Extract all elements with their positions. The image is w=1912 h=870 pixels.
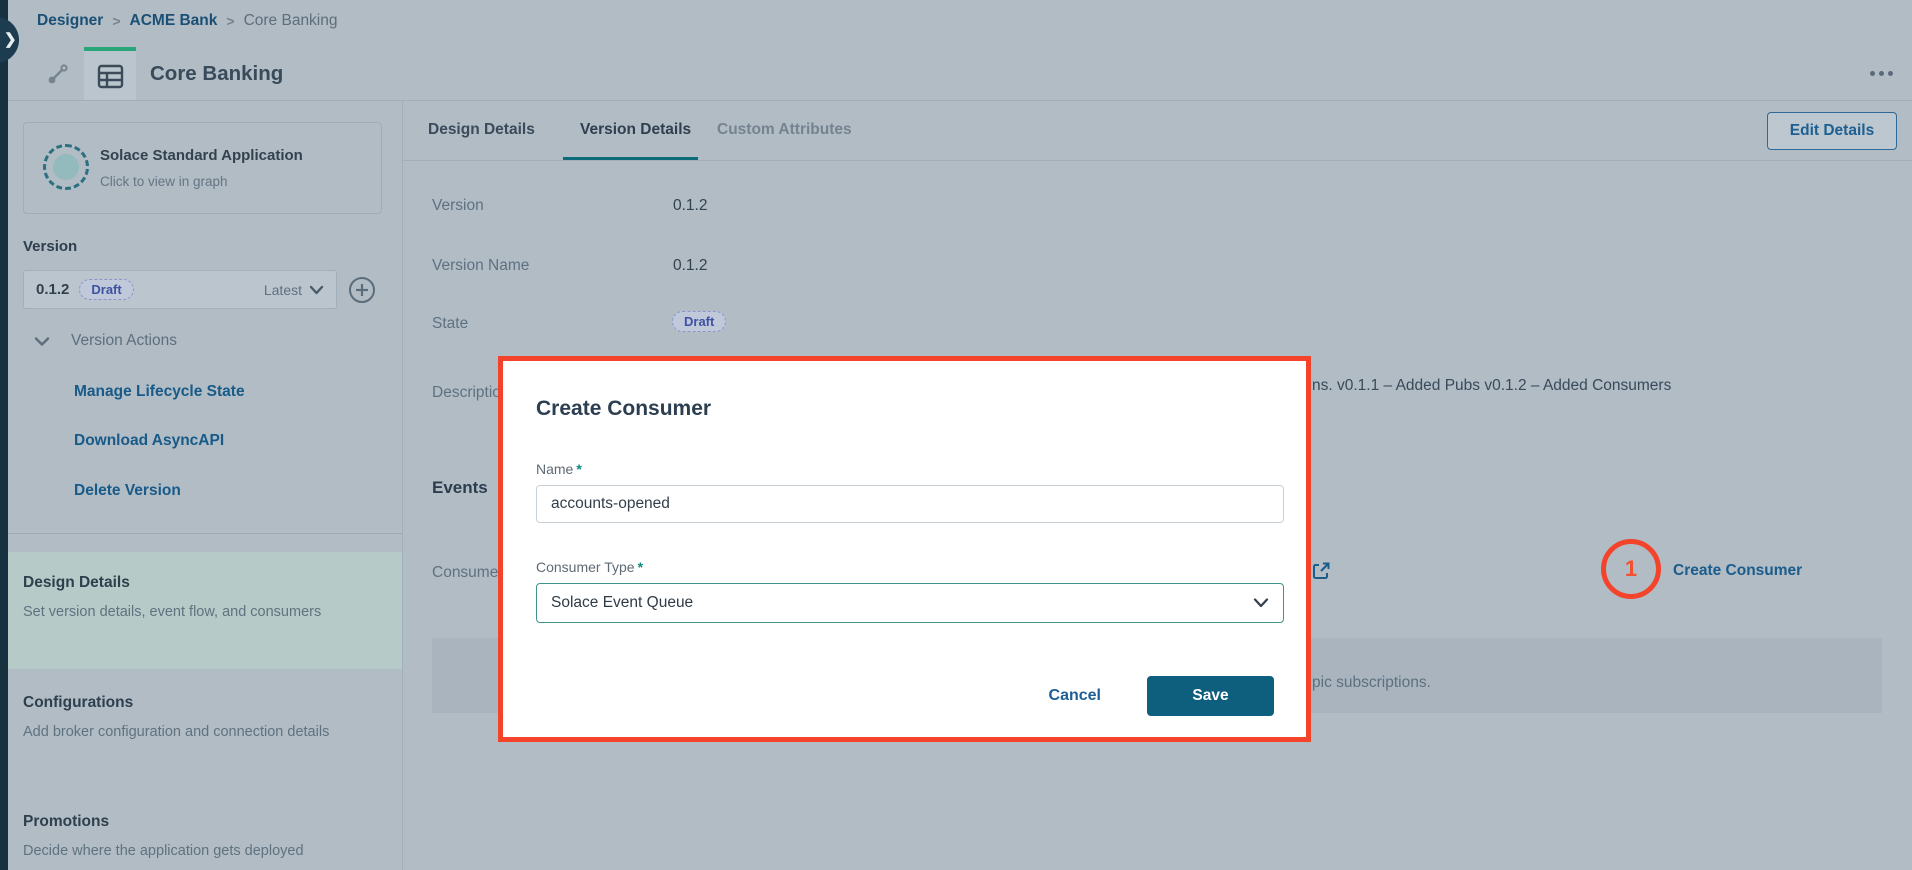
annotation-step-number: 1	[1624, 556, 1638, 581]
section-title: Promotions	[23, 813, 110, 830]
description-field-value-fragment: ns. v0.1.1 – Added Pubs v0.1.2 – Added C…	[1312, 377, 1672, 394]
breadcrumb-separator: >	[112, 13, 121, 29]
latest-tag: Latest	[263, 281, 302, 298]
consumers-label: Consumers	[432, 564, 512, 581]
draft-badge: Draft	[79, 279, 134, 300]
external-link-icon[interactable]	[1312, 561, 1332, 581]
section-title: Design Details	[23, 574, 130, 591]
section-description: Set version details, event flow, and con…	[23, 604, 322, 620]
consumer-name-input[interactable]	[536, 485, 1284, 523]
version-field-label: Version	[432, 197, 484, 214]
chevron-right-icon: ❯	[4, 31, 17, 48]
breadcrumb-designer[interactable]: Designer	[37, 12, 104, 29]
tab-custom-attributes[interactable]: Custom Attributes	[717, 121, 852, 138]
edit-details-button[interactable]: Edit Details	[1767, 112, 1897, 150]
consumer-type-label: Consumer Type *	[536, 559, 644, 575]
section-description: Decide where the application gets deploy…	[23, 843, 304, 859]
required-marker: *	[576, 461, 582, 477]
section-title: Configurations	[23, 694, 134, 711]
state-draft-badge: Draft	[672, 311, 727, 332]
empty-state-text-fragment: pic subscriptions.	[1312, 674, 1431, 691]
sidebar-section-divider	[8, 533, 402, 534]
modal-title: Create Consumer	[536, 397, 712, 420]
version-selector[interactable]: 0.1.2 Draft Latest	[23, 270, 337, 309]
app-graph-card[interactable]	[23, 122, 382, 214]
tabbar-divider	[403, 160, 1912, 161]
active-tab-indicator	[563, 157, 698, 161]
chevron-down-icon	[309, 285, 324, 294]
app-card-subtitle: Click to view in graph	[100, 174, 228, 189]
version-number: 0.1.2	[36, 281, 70, 298]
sidebar-item-promotions[interactable]: Promotions Decide where the application …	[8, 791, 402, 870]
version-name-field-value: 0.1.2	[673, 257, 708, 274]
tab-version-details[interactable]: Version Details	[580, 121, 692, 138]
tab-design-details[interactable]: Design Details	[428, 121, 535, 138]
section-description: Add broker configuration and connection …	[23, 724, 330, 740]
state-field-label: State	[432, 315, 469, 332]
page-title: Core Banking	[150, 62, 284, 85]
table-view-icon	[97, 64, 123, 88]
header-divider	[8, 100, 1912, 101]
version-actions-label: Version Actions	[71, 332, 177, 349]
consumer-type-select[interactable]: Solace Event Queue	[536, 583, 1284, 623]
sidebar-item-configurations[interactable]: Configurations Add broker configuration …	[8, 672, 402, 782]
version-name-field-label: Version Name	[432, 257, 530, 274]
graph-view-tab[interactable]	[32, 47, 84, 101]
breadcrumb-separator: >	[226, 13, 235, 29]
breadcrumb-current: Core Banking	[243, 12, 338, 29]
name-field-label: Name *	[536, 461, 582, 477]
more-options-button[interactable]	[1864, 64, 1898, 82]
add-version-button[interactable]	[348, 276, 376, 304]
create-consumer-modal: Create Consumer Name* Consumer Type* Sol…	[498, 356, 1311, 742]
expand-panel-button[interactable]: ❯	[0, 17, 19, 63]
description-field-label: Description	[432, 384, 510, 401]
annotation-step-circle: 1	[1601, 539, 1661, 599]
table-view-tab[interactable]	[84, 47, 136, 101]
sidebar-divider	[402, 101, 403, 870]
cancel-button[interactable]: Cancel	[1048, 687, 1101, 704]
version-heading: Version	[23, 238, 78, 255]
plus-circle-icon	[349, 277, 375, 303]
modal-actions: Cancel Save	[1049, 676, 1274, 716]
required-marker: *	[637, 559, 644, 575]
ellipsis-icon	[1869, 70, 1875, 76]
chevron-down-icon	[1253, 598, 1269, 608]
create-consumer-link[interactable]: Create Consumer	[1673, 562, 1803, 579]
sidebar-item-design-details[interactable]: Design Details Set version details, even…	[8, 552, 402, 669]
app-card-title: Solace Standard Application	[100, 147, 303, 164]
download-asyncapi-link[interactable]: Download AsyncAPI	[74, 432, 225, 449]
nav-rail	[0, 0, 8, 870]
application-node-icon	[43, 144, 89, 190]
graph-view-icon	[48, 64, 68, 84]
delete-version-link[interactable]: Delete Version	[74, 482, 181, 499]
chevron-down-icon	[34, 336, 50, 346]
version-field-value: 0.1.2	[673, 197, 708, 214]
save-button[interactable]: Save	[1147, 676, 1274, 716]
events-heading: Events	[432, 478, 488, 497]
breadcrumb-acme-bank[interactable]: ACME Bank	[129, 12, 218, 29]
consumer-type-value: Solace Event Queue	[551, 594, 694, 611]
manage-lifecycle-state-link[interactable]: Manage Lifecycle State	[74, 383, 245, 400]
version-actions-toggle[interactable]: Version Actions	[34, 332, 177, 350]
breadcrumb: Designer > ACME Bank > Core Banking	[37, 12, 338, 30]
